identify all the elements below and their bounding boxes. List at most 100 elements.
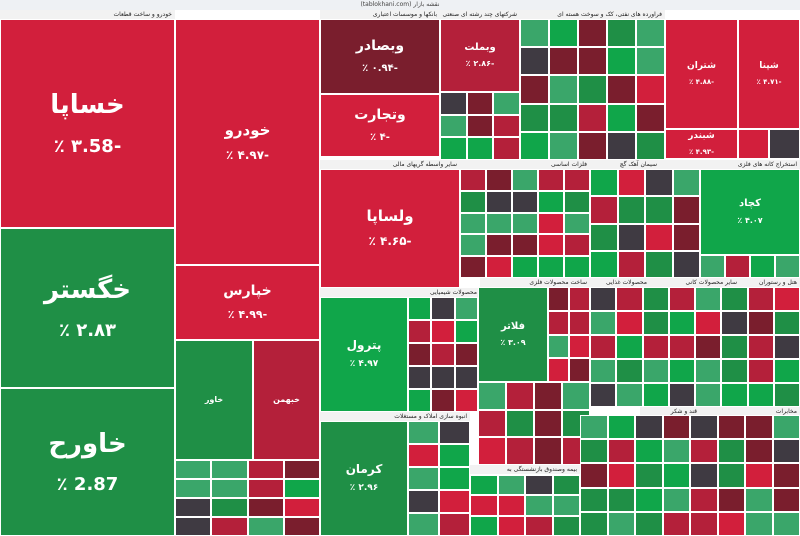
treemap-cell[interactable]	[460, 234, 486, 257]
treemap-cell[interactable]	[607, 415, 635, 440]
treemap-cell[interactable]	[721, 383, 748, 407]
treemap-cell[interactable]	[525, 495, 553, 516]
treemap-cell[interactable]	[616, 287, 643, 311]
treemap-cell[interactable]	[695, 287, 722, 311]
treemap-cell[interactable]	[672, 169, 700, 197]
treemap-cell[interactable]	[747, 311, 774, 335]
treemap-cell[interactable]	[636, 103, 665, 132]
treemap-cell[interactable]	[745, 439, 773, 464]
treemap-cell[interactable]	[552, 515, 580, 536]
treemap-tile[interactable]: خپارس -۴.۹۹ ٪	[175, 265, 320, 340]
treemap-cell[interactable]	[534, 437, 562, 465]
treemap-cell[interactable]	[548, 334, 569, 359]
treemap-cell[interactable]	[549, 103, 578, 132]
treemap-cell[interactable]	[580, 439, 608, 464]
treemap-cell[interactable]	[772, 439, 800, 464]
treemap-cell[interactable]	[454, 366, 478, 389]
treemap-cell[interactable]	[466, 92, 494, 115]
treemap-cell[interactable]	[569, 310, 590, 335]
treemap-cell[interactable]	[408, 297, 432, 320]
treemap-tile[interactable]: شپنا -۴.۷۱ ٪	[738, 19, 800, 129]
treemap-cell[interactable]	[283, 460, 320, 479]
treemap-cell[interactable]	[549, 47, 578, 76]
treemap-cell[interactable]	[668, 383, 695, 407]
treemap-cell[interactable]	[408, 421, 439, 444]
treemap-cell[interactable]	[512, 212, 538, 235]
treemap-cell[interactable]	[668, 359, 695, 383]
treemap-cell[interactable]	[738, 129, 769, 159]
treemap-cell[interactable]	[486, 169, 512, 191]
treemap-cell[interactable]	[549, 131, 578, 160]
treemap-cell[interactable]	[662, 463, 690, 488]
treemap-cell[interactable]	[512, 169, 538, 191]
treemap-cell[interactable]	[211, 479, 248, 498]
treemap-cell[interactable]	[431, 343, 455, 366]
treemap-cell[interactable]	[769, 129, 800, 159]
treemap-cell[interactable]	[569, 287, 590, 311]
treemap-cell[interactable]	[695, 335, 722, 359]
treemap-cell[interactable]	[486, 256, 512, 278]
treemap-cell[interactable]	[460, 169, 486, 191]
treemap-cell[interactable]	[247, 479, 284, 498]
treemap-cell[interactable]	[211, 517, 248, 536]
treemap-tile[interactable]: خبهمن	[253, 340, 320, 460]
treemap-cell[interactable]	[486, 212, 512, 235]
treemap-tile[interactable]: شبندر -۴.۹۳ ٪	[665, 129, 738, 159]
treemap-cell[interactable]	[440, 137, 467, 160]
treemap-cell[interactable]	[408, 389, 432, 412]
treemap-cell[interactable]	[645, 250, 673, 278]
treemap-cell[interactable]	[497, 475, 525, 496]
treemap-tile[interactable]: ولساپا -۴.۶۵ ٪	[320, 169, 460, 288]
treemap-cell[interactable]	[580, 463, 608, 488]
treemap-cell[interactable]	[534, 382, 562, 410]
treemap-cell[interactable]	[772, 415, 800, 440]
treemap-cell[interactable]	[717, 463, 745, 488]
treemap-cell[interactable]	[580, 487, 608, 512]
treemap-cell[interactable]	[635, 439, 663, 464]
treemap-cell[interactable]	[439, 490, 470, 513]
treemap-cell[interactable]	[645, 223, 673, 251]
treemap-cell[interactable]	[486, 234, 512, 257]
treemap-cell[interactable]	[578, 19, 607, 48]
treemap-cell[interactable]	[493, 92, 520, 115]
treemap-cell[interactable]	[512, 256, 538, 278]
treemap-cell[interactable]	[717, 439, 745, 464]
treemap-cell[interactable]	[408, 320, 432, 343]
treemap-cell[interactable]	[454, 343, 478, 366]
treemap-cell[interactable]	[564, 190, 590, 213]
treemap-cell[interactable]	[636, 47, 665, 76]
treemap-cell[interactable]	[247, 460, 284, 479]
treemap-cell[interactable]	[590, 335, 617, 359]
treemap-cell[interactable]	[690, 463, 718, 488]
treemap-cell[interactable]	[750, 255, 775, 278]
treemap-cell[interactable]	[617, 196, 645, 224]
treemap-cell[interactable]	[431, 366, 455, 389]
treemap-cell[interactable]	[466, 137, 494, 160]
treemap-cell[interactable]	[439, 467, 470, 490]
treemap-cell[interactable]	[590, 169, 618, 197]
treemap-cell[interactable]	[747, 383, 774, 407]
treemap-cell[interactable]	[460, 256, 486, 278]
treemap-cell[interactable]	[616, 359, 643, 383]
treemap-cell[interactable]	[431, 389, 455, 412]
treemap-cell[interactable]	[747, 359, 774, 383]
treemap-cell[interactable]	[645, 169, 673, 197]
treemap-cell[interactable]	[408, 513, 439, 536]
treemap-cell[interactable]	[690, 487, 718, 512]
treemap-cell[interactable]	[607, 511, 635, 536]
treemap-cell[interactable]	[745, 415, 773, 440]
treemap-cell[interactable]	[520, 47, 549, 76]
treemap-cell[interactable]	[538, 190, 564, 213]
treemap-cell[interactable]	[636, 131, 665, 160]
treemap-cell[interactable]	[506, 409, 534, 438]
treemap-cell[interactable]	[590, 359, 617, 383]
treemap-cell[interactable]	[668, 287, 695, 311]
treemap-cell[interactable]	[460, 212, 486, 235]
treemap-cell[interactable]	[211, 498, 248, 517]
treemap-tile[interactable]: کچاد ۴.۰۷ ٪	[700, 169, 800, 255]
treemap-cell[interactable]	[690, 511, 718, 536]
treemap-cell[interactable]	[773, 383, 800, 407]
treemap-cell[interactable]	[538, 234, 564, 257]
treemap-tile[interactable]: خاورح 2.87 ٪	[0, 388, 175, 536]
treemap-cell[interactable]	[578, 75, 607, 104]
